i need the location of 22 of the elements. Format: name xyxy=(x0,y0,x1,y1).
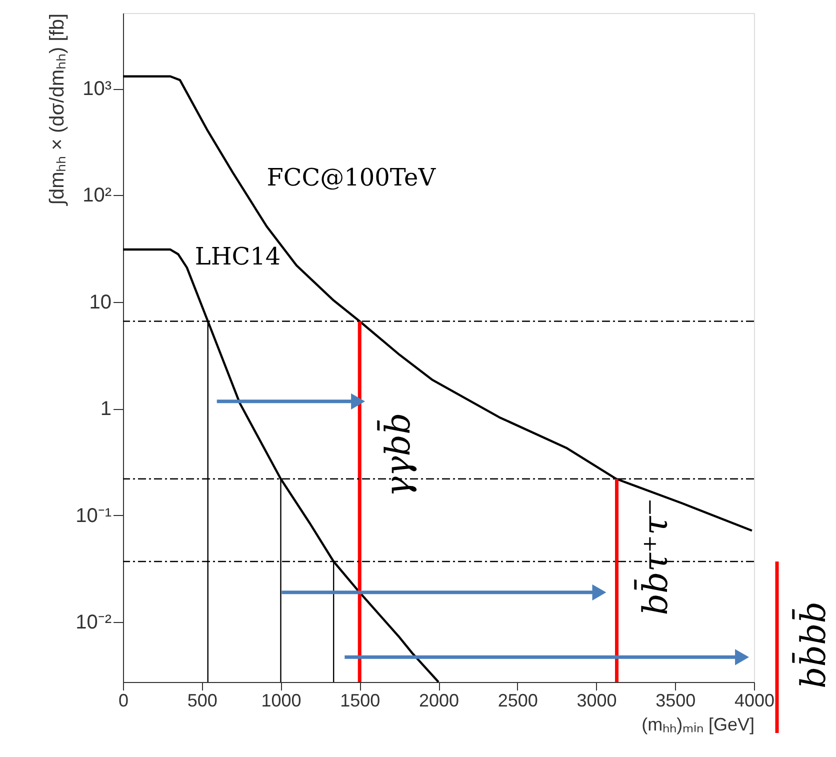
y-tick-label: 1 xyxy=(100,398,112,420)
series-label: FCC@100TeV xyxy=(266,163,436,192)
annotation: bb̄τ⁺τ⁻ xyxy=(633,498,676,616)
y-tick-label: 10³ xyxy=(82,78,112,100)
x-tick-label: 2000 xyxy=(418,690,460,710)
y-tick-label: 10² xyxy=(82,184,112,207)
x-tick-label: 3000 xyxy=(576,690,617,710)
annotation: γγbb̄ xyxy=(376,412,419,497)
text: bb̄bb̄ xyxy=(792,601,834,689)
x-tick-label: 1500 xyxy=(340,690,380,710)
x-tick-label: 0 xyxy=(118,690,129,710)
x-tick-label: 1000 xyxy=(261,690,302,710)
x-tick-label: 4000 xyxy=(734,690,775,710)
y-tick-label: 10⁻² xyxy=(76,612,112,634)
y-tick-label: 10 xyxy=(89,291,112,314)
series-label: LHC14 xyxy=(194,242,281,271)
x-tick-label: 3500 xyxy=(656,690,696,710)
x-axis-title: (mₕₕ)ₘᵢₙ [GeV] xyxy=(642,714,754,734)
x-tick-label: 2500 xyxy=(498,690,538,710)
y-axis-title: ∫dmₕₕ × (dσ/dmₕₕ) [fb] xyxy=(46,14,69,206)
y-tick-label: 10⁻¹ xyxy=(76,504,112,527)
x-tick-label: 500 xyxy=(187,690,218,710)
